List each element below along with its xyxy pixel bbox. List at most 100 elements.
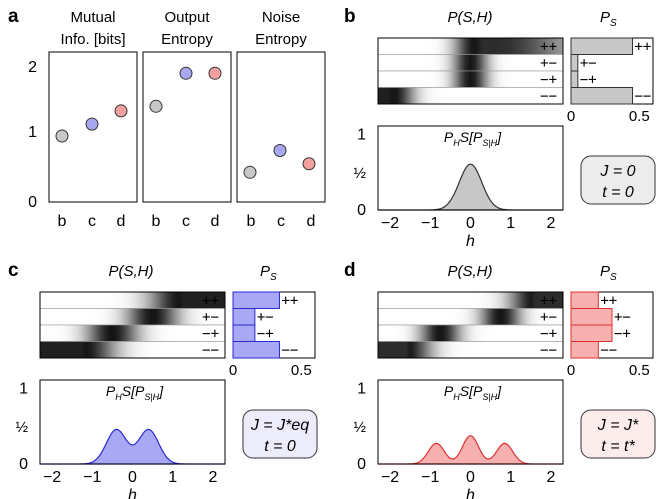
dist-title-d: PHS[PS|H]: [444, 383, 502, 402]
dist-ytick-1-b: 1: [357, 127, 366, 144]
bar-label-b-3: −−: [635, 89, 652, 105]
panel-c: c P(S,H) PS +++−−+−− +++−−+−−0 0.5 PHS[PS…: [8, 260, 318, 499]
point-mutual-info-d: [114, 104, 128, 118]
point-mutual-info-c: [85, 117, 99, 131]
dist-ytick-half-d: ½: [353, 419, 366, 436]
bar-tick-05-c: 0.5: [291, 362, 312, 379]
ytick-a-1: 1: [28, 124, 37, 141]
bar-label-c-2: −+: [257, 326, 274, 342]
point-noise-entropy-c: [273, 144, 287, 158]
dist-ytick-0-c: 0: [19, 456, 28, 473]
param-j-c: J = J*eq: [250, 417, 309, 434]
dist-ytick-1-c: 1: [19, 381, 28, 398]
dist-xtick-b-1: −1: [421, 215, 439, 232]
panel-b: b P(S,H) PS +++−−+−− +++−−+−−0 0.5 PHS[PS…: [344, 6, 656, 250]
heatmap-row-d-0: [377, 291, 564, 309]
heatmap-title-c: P(S,H): [109, 263, 154, 280]
param-box-c: [242, 409, 318, 459]
bar-tick-05-b: 0.5: [629, 108, 650, 125]
panel-a: a Mutual Info. [bits] Output Entropy Noi…: [8, 6, 326, 230]
bar-d-0: [570, 291, 599, 309]
dist-xtick-d-1: −1: [421, 469, 439, 486]
bar-label-b-2: −+: [580, 72, 597, 88]
panel-letter-b: b: [344, 6, 356, 27]
point-output-entropy-d: [208, 66, 222, 80]
dist-area-b: [378, 163, 563, 211]
param-j-b: J = 0: [599, 163, 635, 180]
bar-c-0: [232, 291, 280, 309]
dist-ytick-0-b: 0: [357, 202, 366, 219]
dist-xlabel-c: h: [128, 487, 137, 499]
dist-area-c: [40, 428, 225, 465]
bar-tick-05-d: 0.5: [629, 362, 650, 379]
param-box-d: [580, 409, 656, 459]
heatmap-row-b-0: [377, 37, 564, 55]
heatmap-state-label-b-3: −−: [540, 89, 557, 105]
heatmap-row-c-2: [39, 324, 226, 342]
bar-title-d: PS: [600, 263, 617, 283]
title-noise-entropy-2: Entropy: [255, 31, 307, 48]
dist-frame-c: [39, 379, 226, 465]
dist-xtick-d-4: 2: [546, 469, 555, 486]
dist-xtick-b-2: 0: [466, 215, 475, 232]
title-output-entropy-2: Entropy: [161, 31, 213, 48]
heatmap-state-label-c-3: −−: [202, 343, 219, 359]
heatmap-frame-c: [39, 291, 226, 359]
dist-xtick-b-0: −2: [381, 215, 399, 232]
bar-b-2: [570, 70, 579, 88]
bar-label-c-3: −−: [281, 343, 298, 359]
heatmap-title-b: P(S,H): [448, 9, 493, 26]
dist-xtick-c-2: 0: [128, 469, 137, 486]
heatmap-state-label-b-0: ++: [540, 39, 557, 55]
ytick-a-0: 0: [28, 194, 37, 211]
point-noise-entropy-b: [243, 165, 257, 179]
frame-noise-entropy: [236, 51, 326, 203]
param-j-d: J = J*: [597, 417, 639, 434]
dist-area-d: [378, 435, 563, 465]
heatmap-state-label-d-3: −−: [540, 343, 557, 359]
heatmap-row-d-2: [377, 324, 564, 342]
bar-c-2: [232, 324, 256, 342]
dist-frame-b: [377, 125, 564, 211]
heatmap-state-label-c-1: +−: [202, 310, 219, 326]
heatmap-row-c-1: [39, 308, 226, 326]
dist-xtick-b-4: 2: [546, 215, 555, 232]
point-output-entropy-c: [179, 66, 193, 80]
bar-label-d-0: ++: [600, 293, 617, 309]
bar-label-c-1: +−: [257, 310, 274, 326]
bar-tick-0-d: 0: [567, 362, 575, 379]
dist-xtick-c-3: 1: [168, 469, 177, 486]
heatmap-row-c-0: [39, 291, 226, 309]
bar-d-1: [570, 308, 613, 326]
point-mutual-info-b: [55, 129, 69, 143]
dist-xtick-c-1: −1: [83, 469, 101, 486]
dist-xlabel-d: h: [466, 487, 475, 499]
xtick-a2-c: c: [182, 213, 190, 230]
bar-title-b: PS: [600, 9, 617, 29]
frame-output-entropy: [142, 51, 232, 203]
xtick-a3-c: c: [277, 213, 285, 230]
frame-mutual-info: [48, 51, 138, 203]
heatmap-frame-b: [377, 37, 564, 105]
dist-xtick-c-4: 2: [208, 469, 217, 486]
dist-xtick-d-2: 0: [466, 469, 475, 486]
param-box-b: [580, 155, 656, 205]
panel-d: d P(S,H) PS +++−−+−− +++−−+−−0 0.5 PHS[PS…: [344, 260, 656, 499]
heatmap-row-b-1: [377, 54, 564, 72]
bar-tick-0-c: 0: [229, 362, 237, 379]
dist-ytick-0-d: 0: [357, 456, 366, 473]
xtick-a2-b: b: [152, 213, 161, 230]
heatmap-state-label-b-2: −+: [540, 72, 557, 88]
heatmap-title-d: P(S,H): [448, 263, 493, 280]
xtick-a1-c: c: [88, 213, 96, 230]
bar-label-d-2: −+: [614, 326, 631, 342]
bar-c-3: [232, 341, 280, 359]
xtick-a3-d: d: [307, 213, 316, 230]
xtick-a2-d: d: [211, 213, 220, 230]
heatmap-state-label-c-2: −+: [202, 326, 219, 342]
bar-label-b-1: +−: [580, 56, 597, 72]
bar-tick-0-b: 0: [567, 108, 575, 125]
bar-label-b-0: ++: [635, 39, 652, 55]
heatmap-row-d-1: [377, 308, 564, 326]
